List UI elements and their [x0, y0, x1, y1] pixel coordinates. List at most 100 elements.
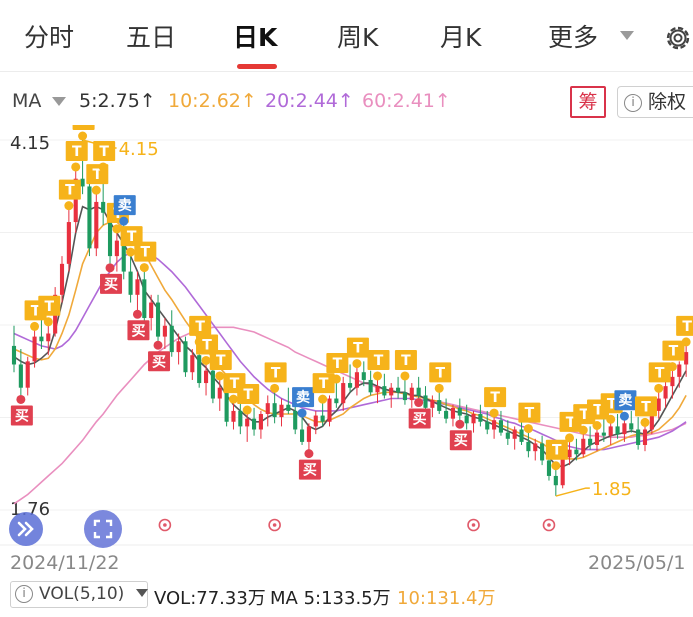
- candle-body: [341, 383, 346, 404]
- trade-dot: [71, 162, 81, 172]
- candle-body: [615, 426, 620, 435]
- trade-dot: [78, 131, 88, 141]
- trade-tag: [394, 349, 417, 370]
- trade-tag: [148, 351, 171, 372]
- ma5-value: 5:2.75↑: [79, 90, 156, 112]
- trade-dot: [681, 337, 691, 347]
- y-axis-top-label: 4.15: [10, 133, 50, 154]
- candle-body: [217, 387, 222, 399]
- trade-dot: [201, 355, 211, 365]
- candle-body: [279, 404, 284, 418]
- chevron-down-icon[interactable]: [620, 31, 634, 40]
- trade-tag: [100, 273, 123, 294]
- trade-tag-label: T: [216, 353, 226, 369]
- trade-dot: [132, 309, 142, 319]
- candle-body: [636, 429, 641, 445]
- candle-body: [197, 355, 202, 384]
- candle-body: [492, 420, 497, 430]
- ma10-value: 10:2.62↑: [168, 90, 257, 112]
- gear-icon[interactable]: [662, 22, 693, 54]
- candle-body: [389, 387, 394, 396]
- candle-body: [533, 443, 538, 452]
- candle-body: [670, 376, 675, 387]
- tab-intraday[interactable]: 分时: [24, 23, 75, 52]
- volume-indicator-selector[interactable]: i VOL(5,10): [10, 581, 148, 608]
- trade-tag: [127, 320, 150, 341]
- trade-dot: [455, 419, 465, 429]
- candle-body: [430, 400, 435, 408]
- tab-five-day[interactable]: 五日: [126, 23, 177, 52]
- candle-body: [526, 441, 531, 452]
- candle-body: [176, 341, 181, 353]
- trade-tag-label: T: [566, 415, 576, 431]
- trade-tag-label: 卖: [296, 389, 310, 406]
- candle-body: [505, 432, 510, 439]
- candle-body: [574, 449, 579, 455]
- candle-body: [73, 178, 78, 223]
- trade-tag-label: T: [669, 344, 679, 360]
- trade-tag-label: T: [99, 144, 109, 160]
- trade-tag-label: T: [195, 319, 205, 335]
- volume-ma5-value: MA 5:133.5万: [270, 588, 391, 609]
- candle-body: [457, 407, 462, 416]
- tab-monthly-k[interactable]: 月K: [440, 23, 482, 52]
- candle-body: [663, 386, 668, 399]
- trade-tag: [237, 384, 260, 405]
- active-tab-indicator: [237, 64, 277, 69]
- trade-tag-label: 买: [303, 463, 317, 479]
- trade-tag: [120, 226, 143, 247]
- event-star-icon: [268, 518, 281, 532]
- candle-body: [553, 475, 558, 486]
- candle-body: [135, 279, 140, 295]
- ma-selector-label[interactable]: MA: [12, 90, 42, 112]
- high-marker-label: 4.15: [119, 139, 159, 160]
- candle-body: [190, 355, 195, 373]
- candle-body: [39, 336, 44, 342]
- candle-body: [94, 201, 99, 249]
- ma-dropdown-icon[interactable]: [52, 97, 66, 106]
- trade-tag-label: T: [79, 125, 89, 129]
- candle-body: [258, 414, 263, 430]
- candlestick-chart[interactable]: 4.151.764.151.85买TTTTTTT买T卖T买T买TTTTTT卖买T…: [0, 125, 693, 550]
- candle-body: [327, 398, 332, 422]
- fullscreen-button[interactable]: [84, 510, 122, 548]
- candle-body: [478, 414, 483, 422]
- trade-tag-label: 买: [104, 277, 118, 293]
- trade-tag-label: T: [593, 402, 603, 418]
- trade-tag-label: T: [490, 390, 500, 406]
- candle-body: [437, 400, 442, 411]
- trade-tag: [58, 179, 81, 200]
- trade-dot: [270, 383, 280, 393]
- ex-rights-button[interactable]: i 除权: [617, 86, 693, 118]
- candle-body: [320, 415, 325, 422]
- trade-tag-label: T: [682, 319, 692, 335]
- tab-daily-k[interactable]: 日K: [233, 23, 278, 52]
- candle-body: [18, 364, 23, 388]
- tab-weekly-k[interactable]: 周K: [337, 23, 379, 52]
- tab-more[interactable]: 更多: [548, 23, 599, 52]
- trade-tag: [662, 340, 685, 361]
- candle-body: [169, 325, 174, 353]
- trade-tag-label: T: [93, 167, 103, 183]
- candle-body: [444, 410, 449, 419]
- candle-body: [354, 372, 359, 388]
- candle-body: [183, 341, 188, 373]
- low-marker-line: [555, 487, 590, 497]
- trade-dot: [619, 411, 629, 421]
- expand-button[interactable]: [9, 512, 43, 546]
- chip-distribution-button[interactable]: 筹: [570, 86, 606, 118]
- ex-rights-label: 除权: [648, 91, 687, 113]
- candle-body: [622, 423, 627, 435]
- trade-tag: [367, 349, 390, 370]
- event-star-icon: [272, 523, 277, 527]
- trade-dot: [98, 162, 108, 172]
- info-icon: i: [15, 585, 33, 603]
- candle-body: [608, 426, 613, 436]
- candle-body: [306, 426, 311, 442]
- trade-tag-label: 卖: [118, 197, 132, 214]
- trade-tag-label: T: [552, 443, 562, 459]
- trade-tag-label: T: [72, 144, 82, 160]
- volume-selector-label: VOL(5,10): [39, 584, 125, 604]
- trade-tag: [113, 195, 136, 216]
- trade-tag-label: T: [230, 376, 240, 392]
